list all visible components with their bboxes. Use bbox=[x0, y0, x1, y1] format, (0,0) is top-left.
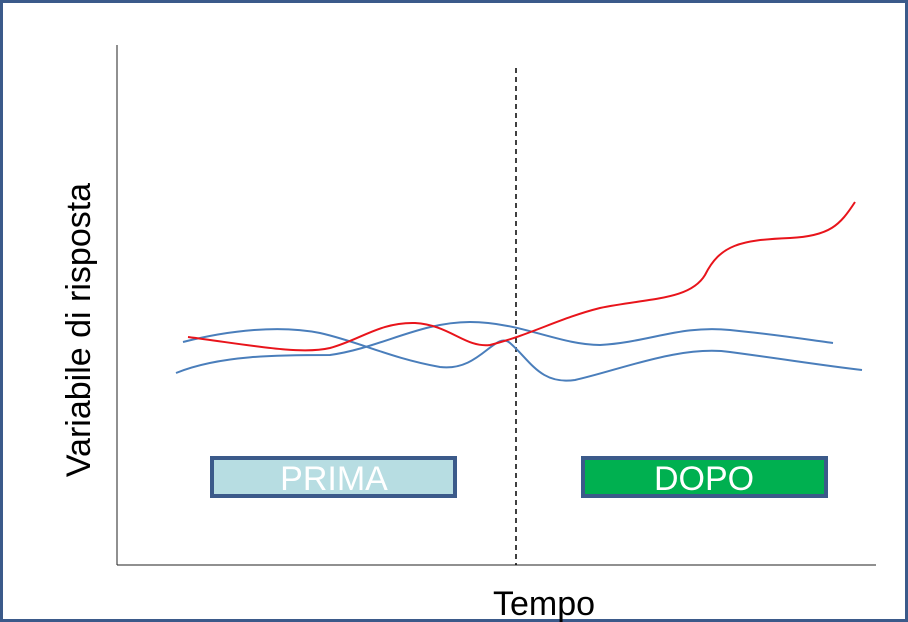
after-label: DOPO bbox=[654, 460, 754, 498]
control-curve bbox=[182, 328, 863, 382]
treatment-curve bbox=[187, 201, 856, 352]
after-box bbox=[581, 456, 828, 498]
control-curve bbox=[175, 320, 834, 374]
x-axis-label: Tempo bbox=[493, 585, 595, 622]
before-label: PRIMA bbox=[280, 460, 388, 498]
before-box bbox=[210, 456, 457, 498]
y-axis-label: Variabile di risposta bbox=[60, 183, 98, 477]
